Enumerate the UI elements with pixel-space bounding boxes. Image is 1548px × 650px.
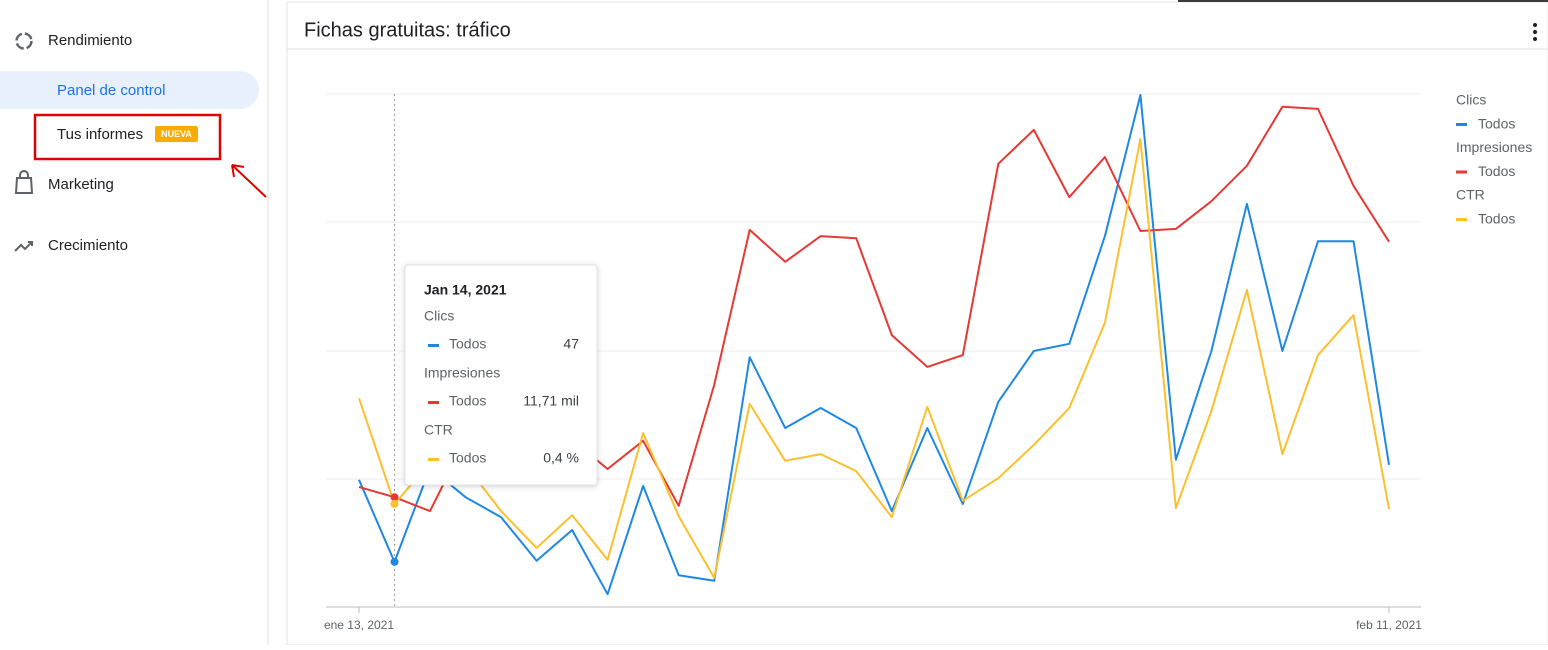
- legend-group: CTR: [1456, 187, 1485, 203]
- tooltip-box: [404, 264, 598, 486]
- tooltip-date: Jan 14, 2021: [424, 282, 507, 298]
- legend-item: Todos: [1478, 211, 1515, 227]
- top-edge: [1178, 0, 1548, 2]
- card-title: Fichas gratuitas: tráfico: [304, 19, 511, 41]
- nav-active-bg[interactable]: [0, 71, 259, 109]
- nav-item[interactable]: Marketing: [48, 176, 114, 193]
- nav-item[interactable]: Tus informes: [57, 126, 143, 143]
- highlight-box: [33, 113, 222, 161]
- menu-button[interactable]: [1533, 23, 1537, 41]
- nav-item[interactable]: Rendimiento: [48, 32, 132, 49]
- legend: Clics Todos Impresiones Todos CTR Todos: [1456, 92, 1532, 227]
- tooltip-name: Todos: [449, 336, 486, 352]
- tooltip-value: 0,4 %: [543, 450, 579, 466]
- series-line: [358, 94, 1390, 596]
- nav-item-active[interactable]: Panel de control: [57, 82, 165, 99]
- tooltip-name: Todos: [449, 393, 486, 409]
- x-tick-label: ene 13, 2021: [324, 618, 394, 632]
- nav-item[interactable]: Crecimiento: [48, 237, 128, 254]
- tooltip-name: Todos: [449, 450, 486, 466]
- tooltip-swatch: [428, 344, 439, 347]
- legend-swatch: [1456, 218, 1467, 221]
- icon-growth: [14, 241, 33, 252]
- annotation-arrow: [231, 164, 267, 198]
- hover-point: [390, 557, 399, 566]
- x-tick-label: feb 11, 2021: [1356, 618, 1422, 632]
- tooltip-swatch: [428, 401, 439, 404]
- badge: [155, 126, 198, 142]
- legend-swatch: [1456, 170, 1467, 174]
- icon-marketing: [14, 170, 34, 194]
- hover-point: [390, 499, 399, 508]
- hover-point: [390, 493, 399, 502]
- icon-performance: [15, 32, 33, 50]
- badge-text: NUEVA: [161, 129, 192, 139]
- plot: ene 13, 2021 feb 11, 2021: [324, 94, 1422, 632]
- tooltip-value: 47: [563, 336, 579, 352]
- tooltip-group: Impresiones: [424, 365, 500, 381]
- tooltip-swatch: [428, 458, 439, 461]
- legend-group: Impresiones: [1456, 139, 1532, 155]
- series-line: [358, 138, 1390, 579]
- tooltip: Jan 14, 2021 Clics Todos 47 Impresiones Todos…: [404, 264, 598, 486]
- tooltip-value: 11,71 mil: [523, 393, 579, 409]
- tooltip-group: CTR: [424, 422, 453, 438]
- legend-item: Todos: [1478, 163, 1515, 179]
- legend-swatch: [1456, 123, 1467, 126]
- tooltip-group: Clics: [424, 308, 454, 324]
- legend-item: Todos: [1478, 116, 1515, 132]
- legend-group: Clics: [1456, 92, 1486, 108]
